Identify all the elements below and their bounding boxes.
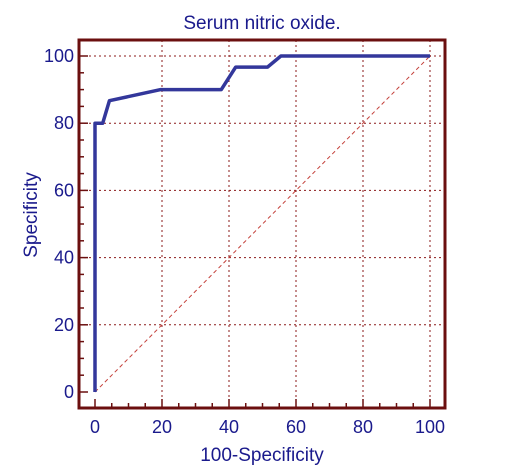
grid-lines xyxy=(79,40,445,408)
x-tick-labels: 0 20 40 60 80 100 xyxy=(90,417,445,437)
x-tick-label-1: 20 xyxy=(152,417,172,437)
reference-diagonal xyxy=(94,55,431,393)
x-tick-label-3: 60 xyxy=(286,417,306,437)
chart-title: Serum nitric oxide. xyxy=(183,13,340,34)
y-axis-title: Specificity xyxy=(21,172,42,258)
y-tick-label-3: 60 xyxy=(54,180,74,200)
y-tick-label-5: 100 xyxy=(44,46,74,66)
roc-curve xyxy=(93,54,430,392)
y-tick-label-0: 0 xyxy=(64,382,74,402)
y-tick-label-1: 20 xyxy=(54,315,74,335)
plot-frame xyxy=(77,38,447,410)
y-tick-labels: 0 20 40 60 80 100 xyxy=(44,46,74,402)
x-tick-label-4: 80 xyxy=(353,417,373,437)
x-tick-label-2: 40 xyxy=(219,417,239,437)
x-axis-title: 100-Specificity xyxy=(200,445,324,466)
x-tick-label-0: 0 xyxy=(90,417,100,437)
y-tick-label-4: 80 xyxy=(54,113,74,133)
y-tick-label-2: 40 xyxy=(54,248,74,268)
x-tick-label-5: 100 xyxy=(415,417,445,437)
